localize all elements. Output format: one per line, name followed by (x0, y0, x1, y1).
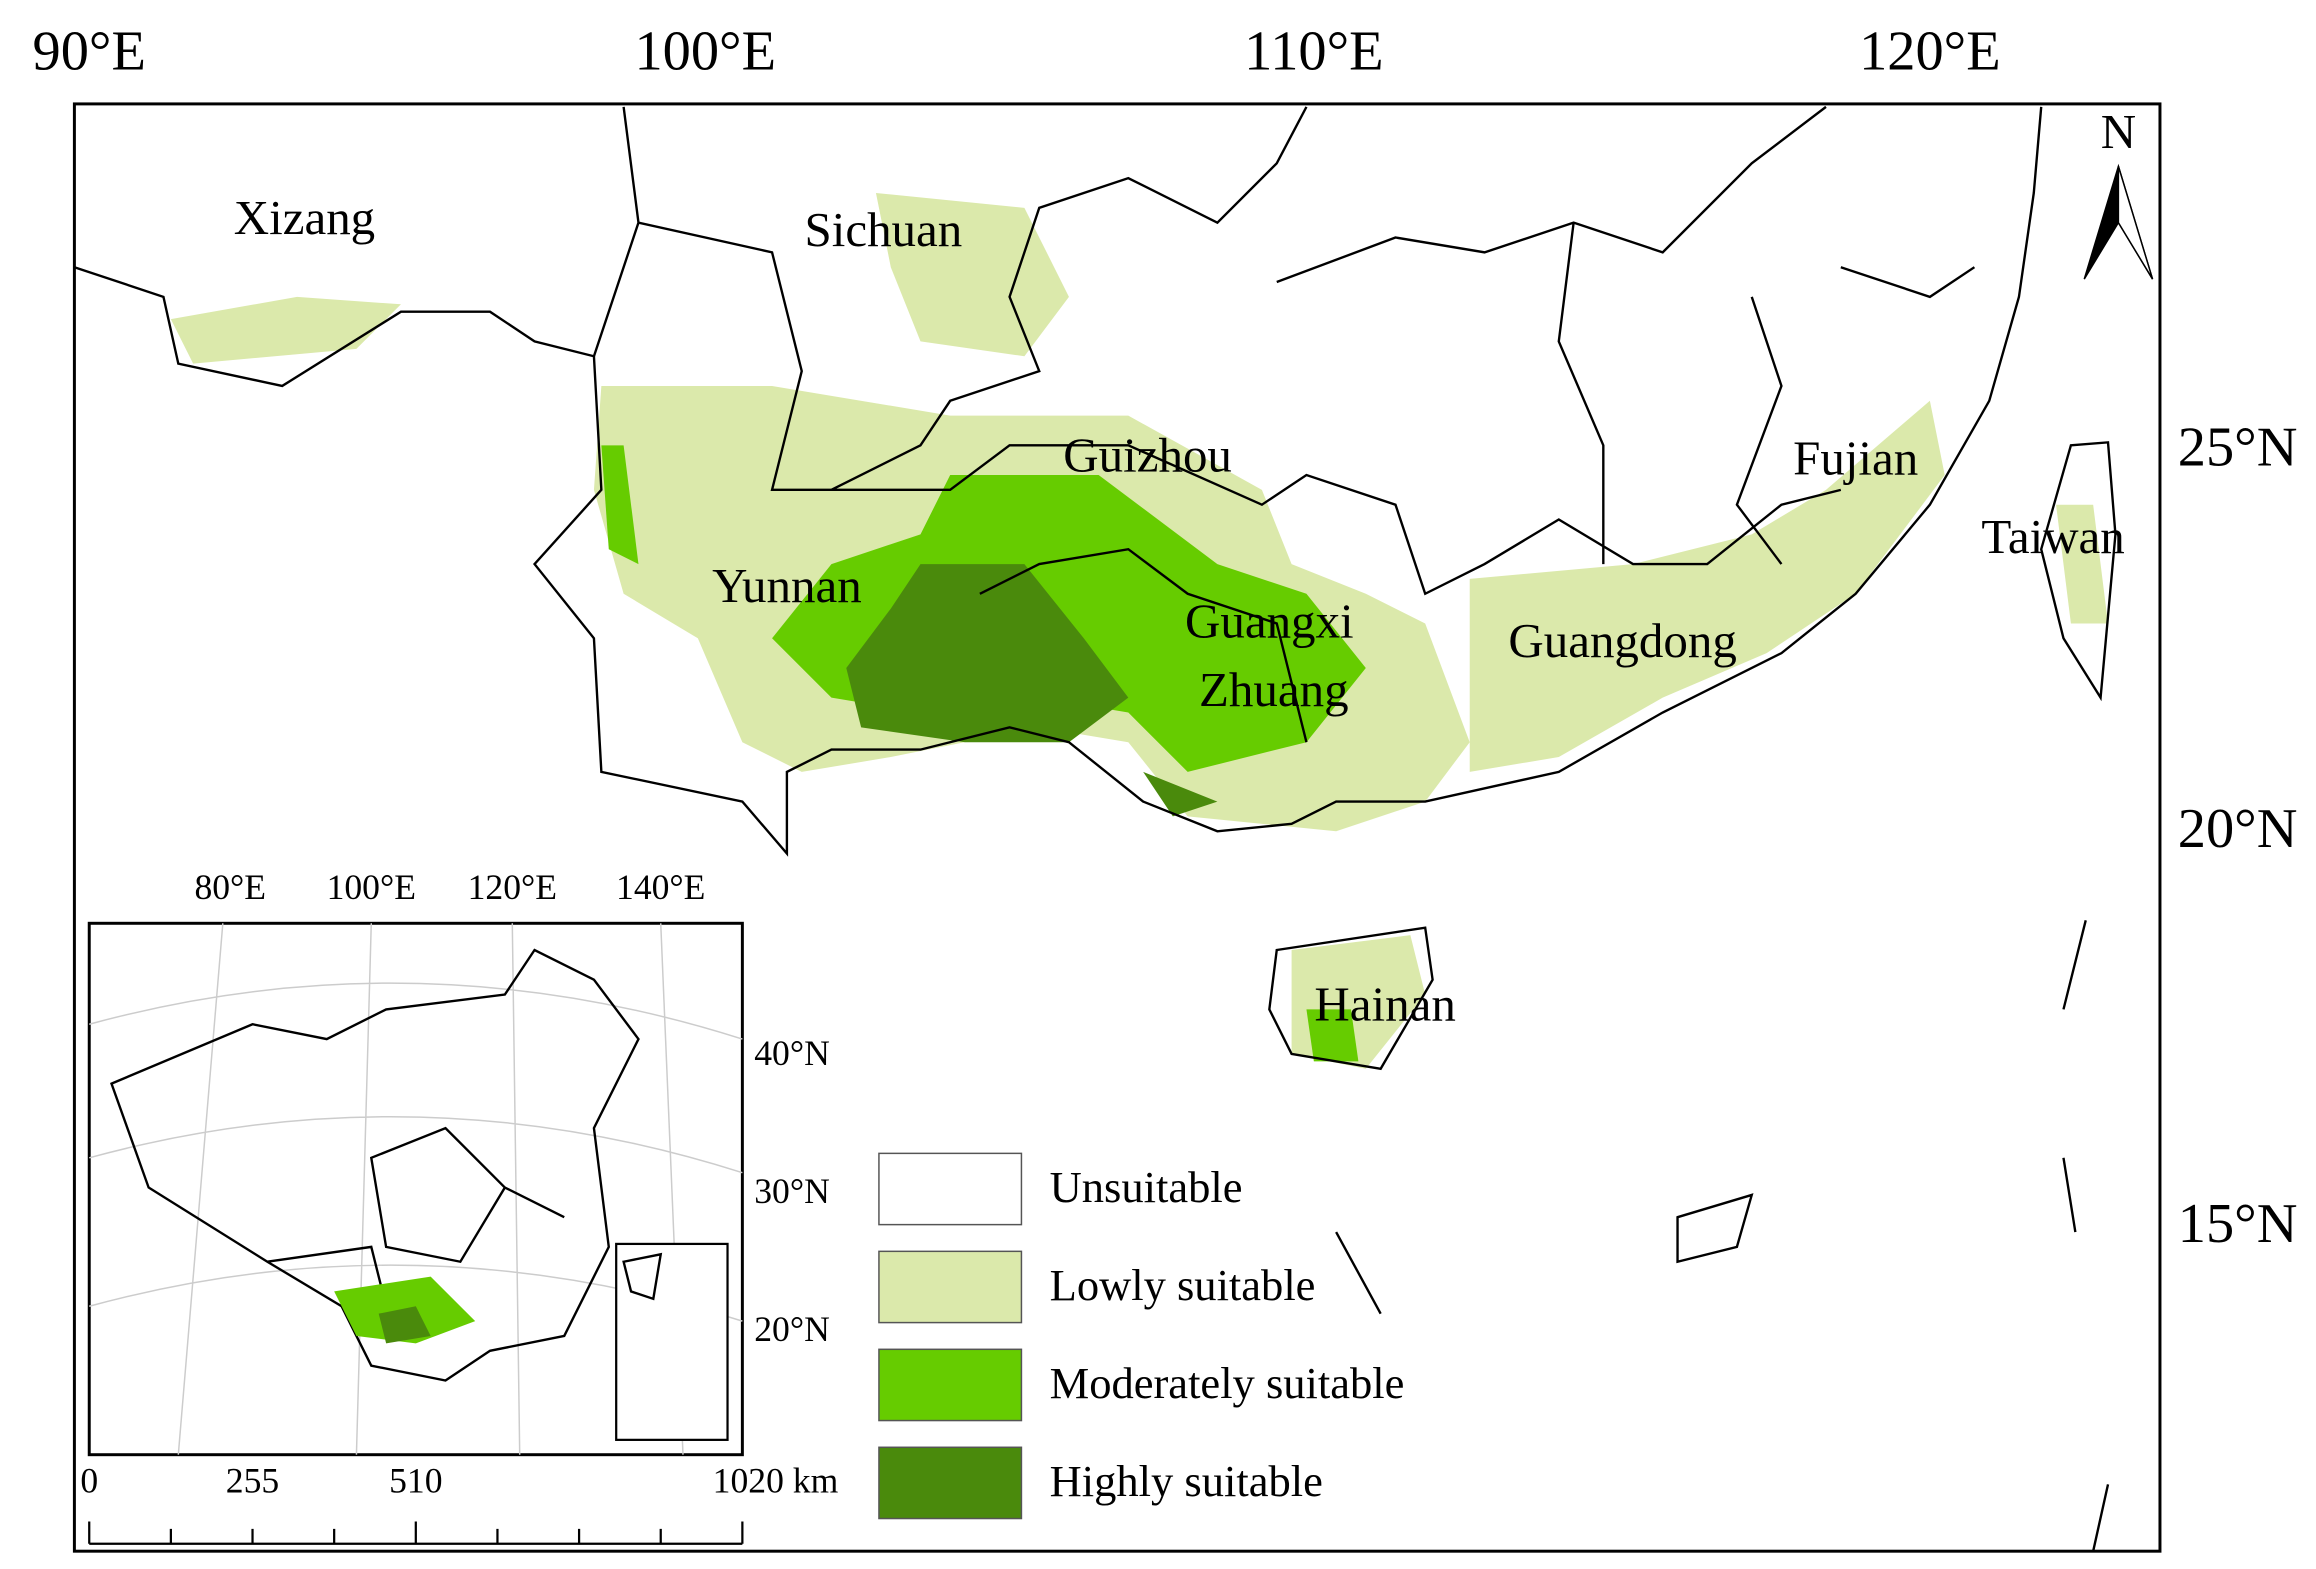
legend-swatch (878, 1348, 1023, 1422)
lon-label: 120°E (1859, 20, 2001, 82)
inset-lat-label: 30°N (754, 1171, 830, 1211)
suitability-area (2056, 504, 2109, 624)
suitability-area (875, 192, 1069, 357)
scale-bar (88, 1521, 744, 1545)
region-label: Xizang (234, 190, 375, 245)
suitability-area (601, 445, 639, 565)
legend-swatch (878, 1446, 1023, 1520)
region-label: Guangdong (1508, 613, 1737, 668)
lon-label: 110°E (1244, 20, 1384, 82)
region-label: Guangxi (1185, 594, 1354, 649)
lat-label: 20°N (2178, 798, 2298, 860)
scale-label: 1020 km (713, 1461, 839, 1501)
region-label: Yunnan (712, 558, 862, 613)
legend-label: Lowly suitable (1050, 1260, 1316, 1310)
region-label: Fujian (1793, 430, 1918, 485)
region-label: Sichuan (805, 202, 963, 257)
legend-swatch (878, 1250, 1023, 1324)
region-label: Hainan (1314, 977, 1455, 1032)
region-label: Taiwan (1981, 509, 2124, 564)
inset-lon-label: 80°E (194, 867, 266, 907)
legend-swatch (878, 1152, 1023, 1226)
lon-label: 90°E (33, 20, 146, 82)
lon-label: 100°E (634, 20, 776, 82)
region-label: Zhuang (1199, 662, 1349, 717)
scale-label: 255 (226, 1461, 279, 1501)
lat-label: 15°N (2178, 1193, 2298, 1255)
legend-label: Moderately suitable (1050, 1358, 1405, 1408)
region-label: Guizhou (1063, 427, 1232, 482)
lat-label: 25°N (2178, 417, 2298, 479)
inset-lat-label: 40°N (754, 1033, 830, 1073)
legend-label: Highly suitable (1050, 1456, 1323, 1506)
legend: Unsuitable Lowly suitable Moderately suita… (878, 1152, 1405, 1520)
north-arrow-half (2117, 166, 2154, 280)
suitability-area (1306, 1009, 1359, 1062)
inset-lon-label: 120°E (468, 867, 557, 907)
legend-label: Unsuitable (1050, 1162, 1243, 1212)
scale-label: 510 (389, 1461, 442, 1501)
suitability-area (846, 564, 1129, 743)
suitability-area (378, 1306, 431, 1344)
inset-lon-label: 100°E (327, 867, 416, 907)
scale-label: 0 (80, 1461, 98, 1501)
map-frame (72, 102, 2162, 1553)
inset-lat-label: 20°N (754, 1309, 830, 1349)
inset-lon-label: 140°E (616, 867, 705, 907)
north-label: N (2101, 104, 2136, 159)
inset-map (89, 923, 743, 1455)
boundaries (74, 105, 2117, 1552)
suitability-area (1143, 771, 1218, 817)
